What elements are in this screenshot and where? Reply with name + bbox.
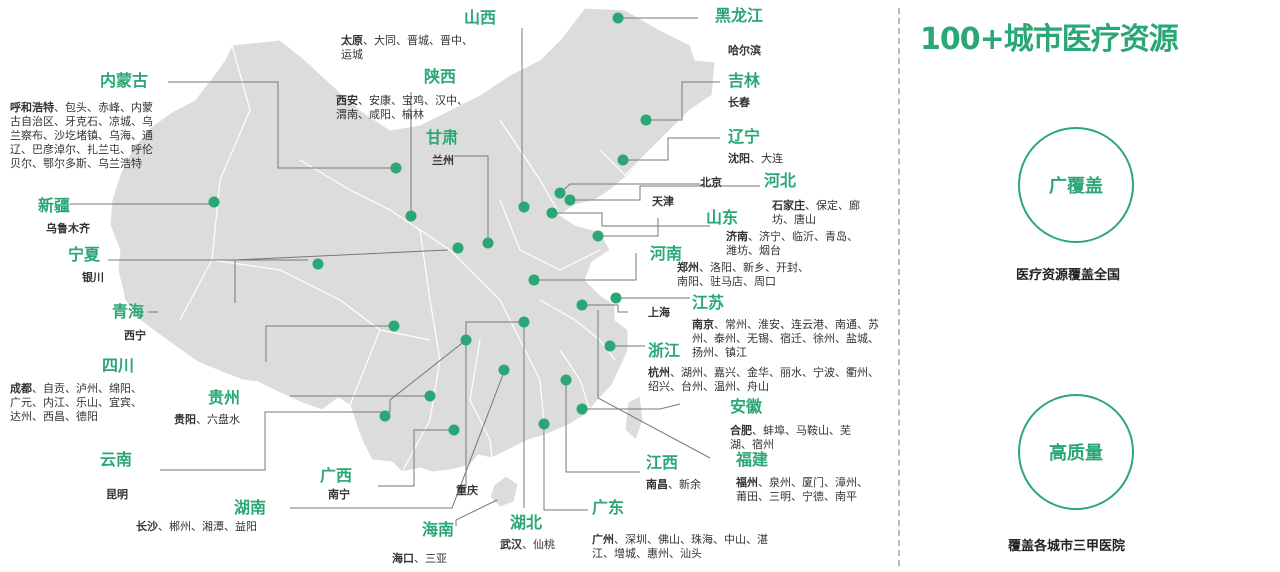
province-label-xinjiang: 新疆 [38, 196, 71, 215]
panel-divider [898, 8, 900, 566]
province-label-jiangsu: 江苏 [692, 293, 725, 312]
province-label-heilongjiang: 黑龙江 [715, 6, 764, 25]
province-label-zhejiang: 浙江 [648, 341, 681, 360]
city-list-ningxia: 银川 [82, 271, 104, 284]
city-list-sichuan: 成都、自贡、泸州、绵阳、广元、内江、乐山、宜宾、达州、西昌、德阳 [10, 382, 142, 423]
municipality-label-chongqing: 重庆 [456, 484, 478, 497]
leader-lines [70, 17, 760, 526]
city-list-henan: 郑州、洛阳、新乡、开封、南阳、驻马店、周口 [677, 261, 809, 288]
map-landmass [109, 7, 716, 508]
province-label-guangdong: 广东 [592, 498, 625, 517]
feature-circle-coverage: 广覆盖 [1018, 127, 1134, 243]
city-list-guizhou: 贵阳、六盘水 [174, 413, 240, 426]
city-list-neimenggu: 呼和浩特、包头、赤峰、内蒙古自治区、牙克石、凉城、乌兰察布、沙圪堵镇、乌海、通辽… [10, 101, 153, 170]
china-map [70, 7, 760, 526]
province-label-hebei: 河北 [764, 171, 797, 190]
province-label-hunan: 湖南 [234, 498, 267, 517]
city-list-xinjiang: 乌鲁木齐 [46, 222, 90, 235]
feature-circle-coverage-label: 广覆盖 [1049, 176, 1103, 197]
municipality-label-shanghai: 上海 [648, 306, 670, 319]
province-label-ningxia: 宁夏 [68, 245, 101, 264]
province-label-henan: 河南 [650, 244, 683, 263]
province-label-sichuan: 四川 [102, 356, 135, 375]
city-list-zhejiang: 杭州、湖州、嘉兴、金华、丽水、宁波、衢州、绍兴、台州、温州、舟山 [648, 366, 879, 393]
city-list-jilin: 长春 [728, 96, 750, 109]
province-label-qinghai: 青海 [112, 302, 145, 321]
city-list-liaoning: 沈阳、大连 [728, 152, 783, 165]
province-label-neimenggu: 内蒙古 [100, 71, 149, 90]
province-label-shandong: 山东 [706, 208, 739, 227]
city-list-heilongjiang: 哈尔滨 [728, 44, 761, 57]
feature-circle-quality-label: 高质量 [1049, 443, 1103, 464]
province-label-shanxi: 山西 [464, 8, 497, 27]
city-list-guangxi: 南宁 [328, 488, 350, 501]
city-list-anhui: 合肥、蚌埠、马鞍山、芜湖、宿州 [730, 424, 851, 451]
province-label-jilin: 吉林 [728, 71, 761, 90]
city-list-gansu: 兰州 [432, 154, 454, 167]
page-title: 100+城市医疗资源 [920, 22, 1179, 57]
province-borders [179, 44, 651, 473]
feature-caption-coverage: 医疗资源覆盖全国 [1016, 268, 1121, 283]
city-markers [208, 12, 652, 436]
province-label-guangxi: 广西 [320, 466, 353, 485]
province-label-yunnan: 云南 [100, 450, 133, 469]
city-list-hebei: 石家庄、保定、廊坊、唐山 [772, 199, 860, 226]
city-list-hainan: 海口、三亚 [392, 552, 447, 565]
province-label-anhui: 安徽 [730, 397, 763, 416]
province-label-hubei: 湖北 [510, 513, 543, 532]
city-list-shanxi: 太原、大同、晋城、晋中、运城 [341, 34, 473, 61]
municipality-label-tianjin: 天津 [652, 195, 674, 208]
city-list-shaanxi: 西安、安康、宝鸡、汉中、渭南、咸阳、榆林 [336, 94, 468, 121]
province-label-fujian: 福建 [736, 450, 769, 469]
city-list-fujian: 福州、泉州、厦门、漳州、莆田、三明、宁德、南平 [736, 476, 868, 503]
city-list-shandong: 济南、济宁、临沂、青岛、潍坊、烟台 [726, 230, 858, 257]
province-label-hainan: 海南 [422, 520, 455, 539]
city-list-guangdong: 广州、深圳、佛山、珠海、中山、湛江、增城、惠州、汕头 [592, 533, 768, 560]
city-list-hubei: 武汉、仙桃 [500, 538, 555, 551]
province-label-liaoning: 辽宁 [728, 127, 761, 146]
city-list-jiangxi: 南昌、新余 [646, 478, 701, 491]
province-label-guizhou: 贵州 [208, 388, 241, 407]
province-label-jiangxi: 江西 [646, 453, 679, 472]
city-list-hunan: 长沙、郴州、湘潭、益阳 [136, 520, 257, 533]
province-label-gansu: 甘肃 [426, 128, 459, 147]
city-list-qinghai: 西宁 [124, 329, 146, 342]
city-list-yunnan: 昆明 [106, 488, 128, 501]
province-label-shaanxi: 陕西 [424, 67, 457, 86]
municipality-label-beijing: 北京 [700, 176, 722, 189]
feature-circle-quality: 高质量 [1018, 394, 1134, 510]
feature-caption-quality: 覆盖各城市三甲医院 [1008, 539, 1126, 554]
city-list-jiangsu: 南京、常州、淮安、连云港、南通、苏州、泰州、无锡、宿迁、徐州、盐城、扬州、镇江 [692, 318, 879, 359]
